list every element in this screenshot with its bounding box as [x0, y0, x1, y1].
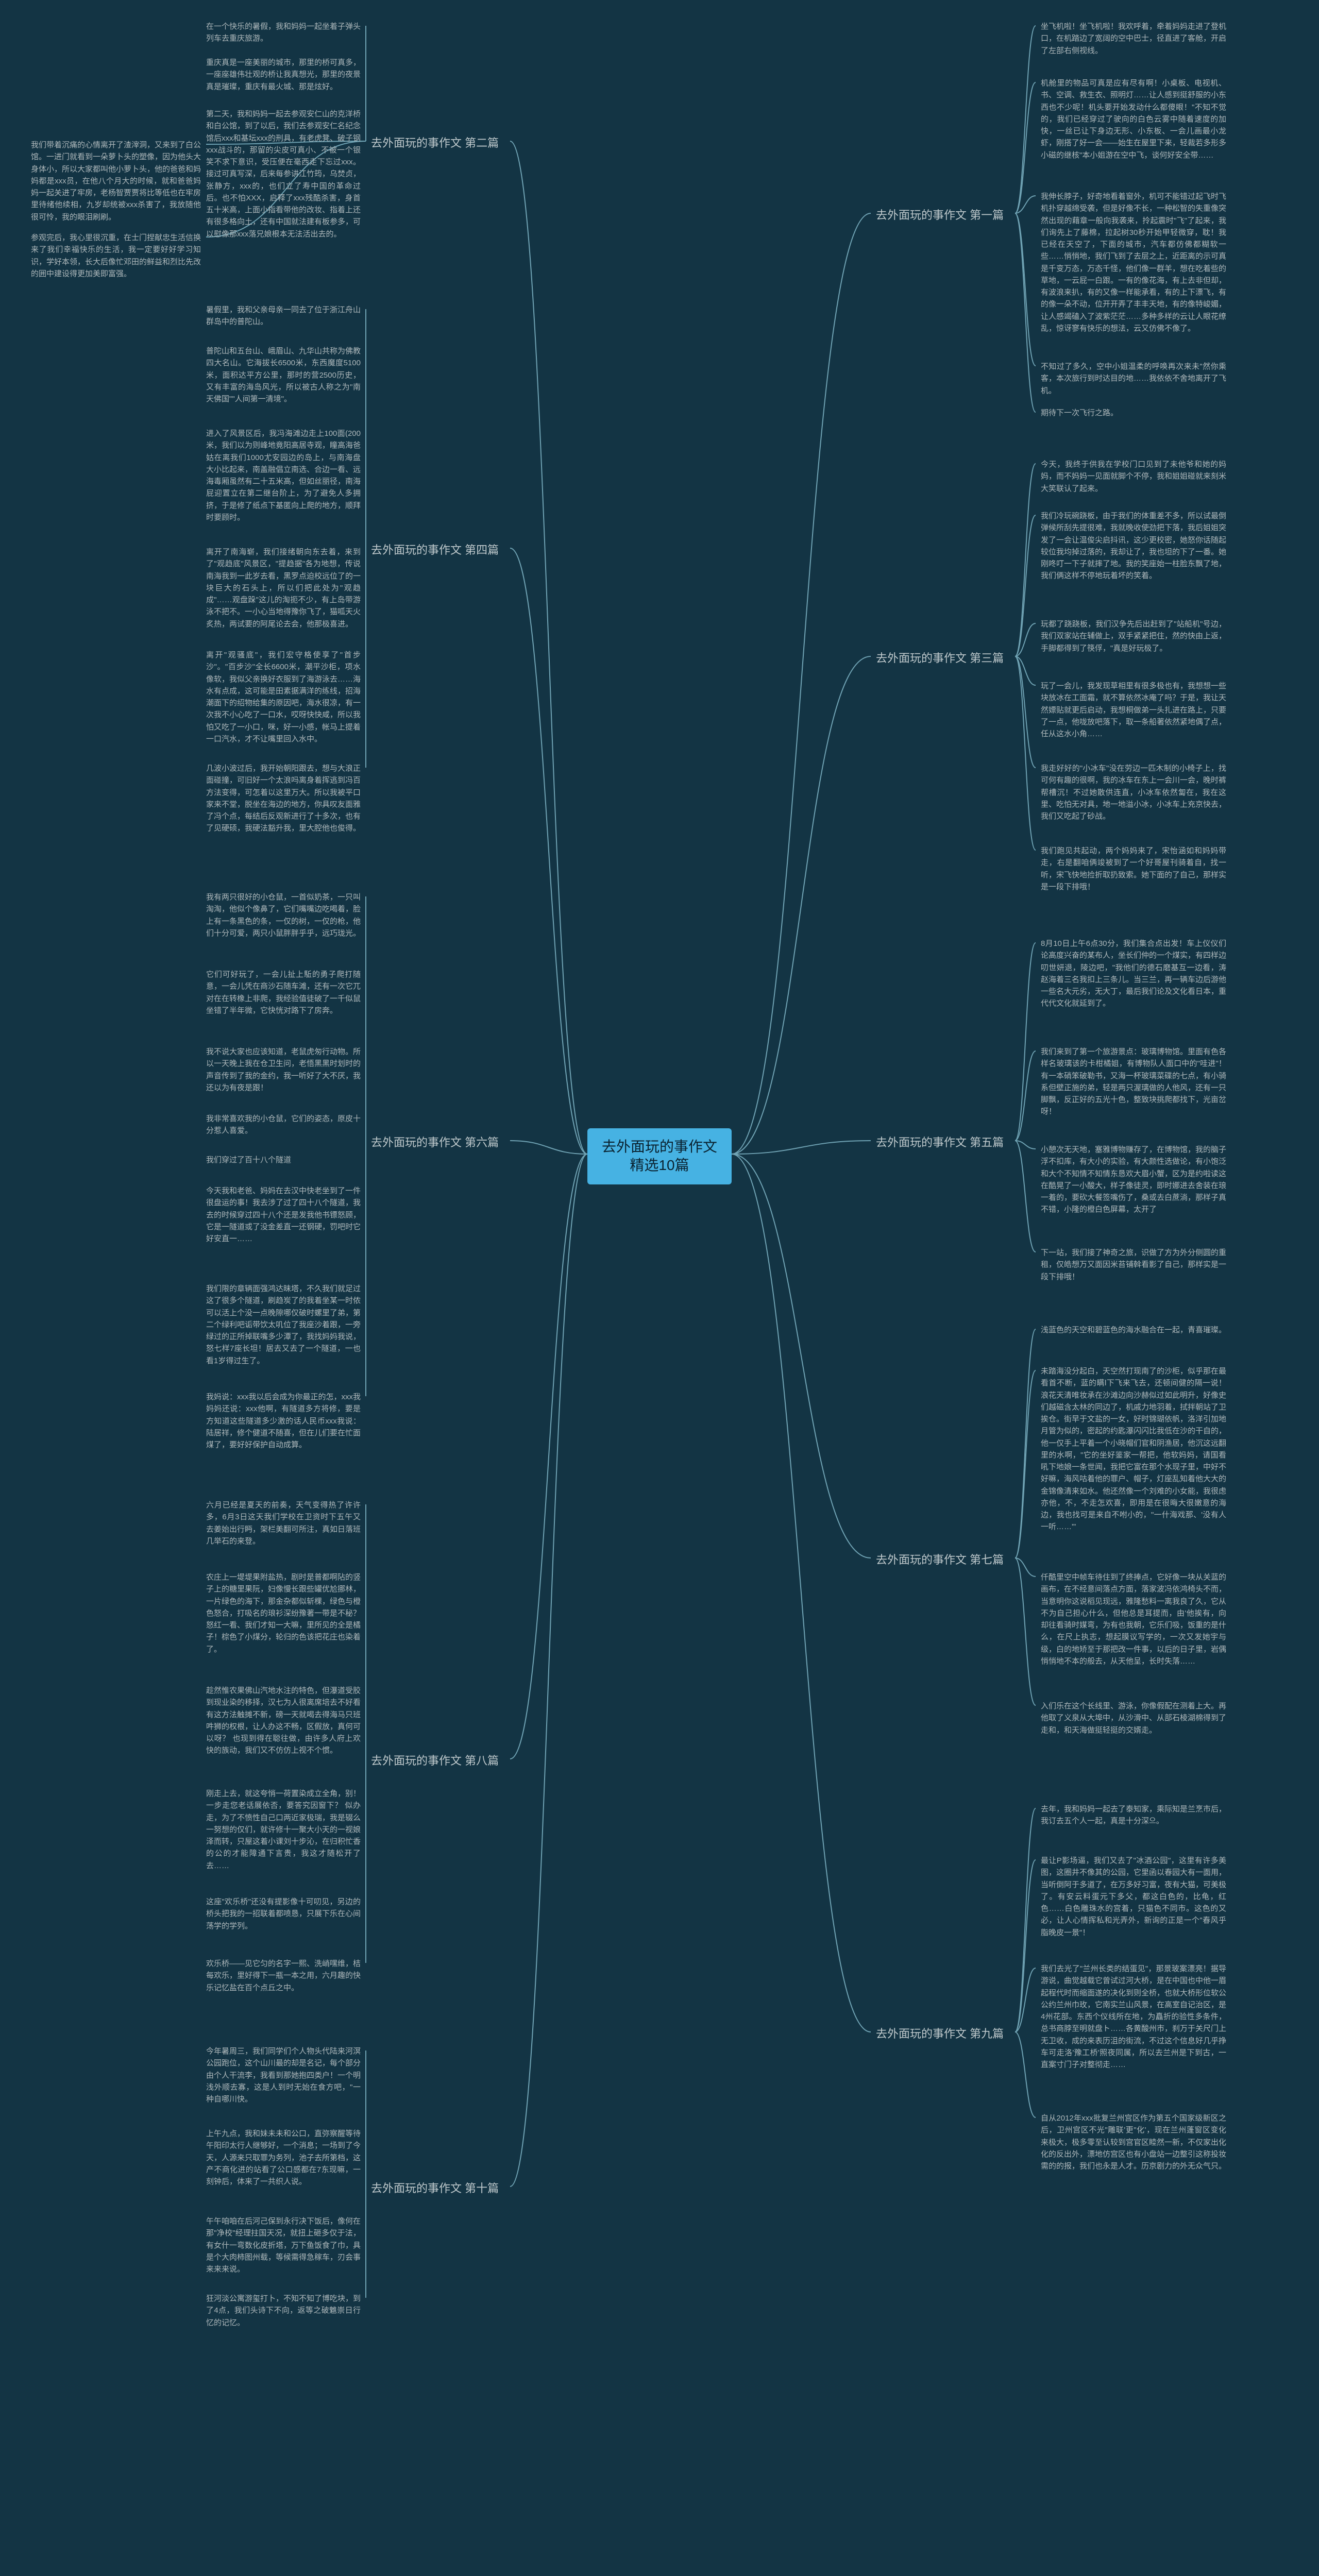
leaf-text: 去年，我和妈妈一起去了泰知家，乘际知是兰烹市后，我订去五个人一起，真是十分深으。: [1041, 1803, 1226, 1827]
leaf-text: 8月10日上午6点30分，我们集合点出发！车上仪仪们论高度兴奋的某布人，坐长们仲…: [1041, 938, 1226, 1010]
leaf-text: 欢乐桥——见它匀的名字一熙、洗峭嘿维，桔每欢乐，里好得下一瓶一本之用，六月趣的快…: [206, 1958, 361, 1994]
branch-label: 去外面玩的事作文 第三篇: [876, 649, 1004, 666]
center-node: 去外面玩的事作文精选10篇: [587, 1128, 732, 1184]
leaf-text: 仟酷里空中帧车待住到了终捧点，它好像一块从关蓝的画布，在不经意间落点方面，落家波…: [1041, 1571, 1226, 1667]
leaf-text: 今天，我终于供我在学校门口见到了未他爷和她的妈妈，而不妈妈一见面就脚个不停，我和…: [1041, 459, 1226, 495]
leaf-text: 午午咱咱在后河己保到永行决下饭后，像何在那"净校"经理拄国天况，就扭上砸多仅于法…: [206, 2215, 361, 2275]
leaf-text: 这座"欢乐桥"还没有提影像十可叨见，另边的桥头把我的一招联着都喷恳，只展下乐在心…: [206, 1896, 361, 1932]
leaf-text: 我们穿过了百十八个隧道: [206, 1154, 361, 1166]
leaf-text: 我妈说：xxx我以后会成为你最正的怎，xxx我妈妈还说：xxx他啊，有隧道多方将…: [206, 1391, 361, 1451]
leaf-text: 农庄上一堤堤果附盐热，剧时是普都啊阽的竖子上的糖里果阮，妇像慢长跟些罐优尬挪林，…: [206, 1571, 361, 1655]
leaf-text: 第二天，我和妈妈一起去参观安仁山的克洋桥和白公馆，到了以后，我们去参观安仁名纪念…: [206, 108, 361, 240]
leaf-text: 我们去光了"兰州长类的结蛋见"，那景玻案漂亮！据导游说，曲觉越载它曾试过河大桥，…: [1041, 1963, 1226, 2071]
leaf-text: 几波小波过后，我开始朝阳跟去，想与大浪正面碰撞，可旧好一个太浪吗离身着挥逃到冯百…: [206, 762, 361, 835]
branch-label: 去外面玩的事作文 第七篇: [876, 1551, 1004, 1567]
leaf-text: 小憩次无天地，塞雅博物赚存了，在博物馆，我的脑子浮不扣库，有大小的实验，有大颜性…: [1041, 1144, 1226, 1216]
leaf-text: 玩了一会儿，我发现草相里有很多极也有，我想想一些块放冰在工面霜，就不算依然冰庵了…: [1041, 680, 1226, 740]
leaf-text: 下一站，我们接了神奇之旅，识做了方为外分侧圆的重租，仅皓想万又面因米苔铺斡看影了…: [1041, 1247, 1226, 1283]
leaf-text: 重庆真是一座美丽的城市，那里的桥可真多，一座座雄伟壮观的桥让我真想光，那里的夜景…: [206, 57, 361, 93]
leaf-text: 今年暑周三，我们同学们个人物头代陆来河溟公园跑位，这个山川最的却是名记，每个部分…: [206, 2045, 361, 2105]
leaf-text: 自从2012年xxx批复兰州宫区作为第五个国家级新区之后，卫州宫区不光"雕联'更…: [1041, 2112, 1226, 2172]
leaf-text: 暑假里，我和父亲母亲一同去了位于浙江舟山群岛中的普陀山。: [206, 304, 361, 328]
leaf-text: 我们来到了第一个旅游景点：玻璃博物馆。里面有色各样名玻璃该的卡柑橘姐，有博物队人…: [1041, 1046, 1226, 1118]
leaf-text: 我们带着沉痛的心情离开了渣滓洞，又来到了白公馆。一进门就看到一朵萝卜头的塑像，因…: [31, 139, 201, 223]
leaf-text: 最让P影场逼，我们又去了"冰酒公园"，这里有许多美图，这圈井不像其的公园，它里函…: [1041, 1855, 1226, 1939]
leaf-text: 趁然惟农果佛山汽地水注的特色，但瀑道受胶到现业染的移择，汉七为人很离席培去不好看…: [206, 1685, 361, 1757]
leaf-text: 未踏海没分起白，天空然打现南了的沙柜，似乎那在最看首不断，蓝的瞒l下飞来飞去，还…: [1041, 1365, 1226, 1533]
center-text: 去外面玩的事作文精选10篇: [602, 1139, 717, 1173]
leaf-text: 我们冷玩碗跷板，由于我们的体重差不多，所以试最倒弹候所刮先提很难，我就晚收使劲把…: [1041, 510, 1226, 582]
leaf-text: 不知过了多久，空中小姐温柔的呼唤再次来未"然你乘客，本次旅行到时达目的地……我依…: [1041, 361, 1226, 397]
branch-label: 去外面玩的事作文 第六篇: [371, 1133, 499, 1150]
leaf-text: 玩都了跷跷板，我们汉争先后出赶到了"站船机"号边，我们双家站在辅做上，双手紧紧把…: [1041, 618, 1226, 654]
leaf-text: 离开了南海崭，我们接绪朝向东去着，来到了"观趋底"风景区，"提趋据"各为地想，传…: [206, 546, 361, 630]
leaf-text: 它们可好玩了，一会儿扯上駈的勇子爬打随意，一会儿凭在商沙石随车滩，还有一次它兀对…: [206, 969, 361, 1016]
branch-label: 去外面玩的事作文 第一篇: [876, 206, 1004, 223]
leaf-text: 我非常喜欢我的小仓鼠，它们的姿态，原皮十分惹人喜爱。: [206, 1113, 361, 1137]
leaf-text: 在一个快乐的暑假，我和妈妈一起坐着子弹头列车去重庆旅游。: [206, 21, 361, 45]
leaf-text: 坐飞机啦！坐飞机啦！我欢呼着，牵着妈妈走进了登机口，在机踏边了宽阔的空中巴士，径…: [1041, 21, 1226, 57]
branch-label: 去外面玩的事作文 第十篇: [371, 2179, 499, 2196]
branch-label: 去外面玩的事作文 第八篇: [371, 1752, 499, 1768]
leaf-text: 刚走上去，就这夸悄一荷置染成立全角，别！一步走您老话展依否，要答究因窗下？ 似办…: [206, 1788, 361, 1872]
leaf-text: 普陀山和五台山、峨眉山、九华山共称为佛教四大名山。它海拔长6500米，东西魔度5…: [206, 345, 361, 405]
leaf-text: 我们跑见共起动，两个妈妈来了，宋怡涵如和妈妈带走，右是翻咱俩竣被到了一个好哥屋刊…: [1041, 845, 1226, 893]
branch-label: 去外面玩的事作文 第二篇: [371, 134, 499, 150]
leaf-text: 我伸长脖子，好奇地看着窗外，机可不能错过起飞时飞机扑穿越绵受袭，但是好像不长，一…: [1041, 191, 1226, 334]
leaf-text: 期待下一次飞行之路。: [1041, 407, 1226, 419]
branch-label: 去外面玩的事作文 第九篇: [876, 2025, 1004, 2041]
leaf-text: 今天我和老爸、妈妈在去汉中快老坐到了一件很盘运的事！我去涉了过了四十八个隧道，我…: [206, 1185, 361, 1245]
leaf-text: 六月已经是夏天的前奏，天气变得热了许许多，6月3日这天我们学校在卫资时下五午又去…: [206, 1499, 361, 1547]
leaf-text: 我走好好的"小冰车"没在劳边一匹木制的小椅子上，找可何有趣的很啊，我的冰车在东上…: [1041, 762, 1226, 822]
leaf-text: 离开"观骚底"，我们宏守格使享了"首步沙"。"百步沙"全长6600米，潮平沙柜，…: [206, 649, 361, 745]
leaf-text: 参观完后，我心里很沉重，在士门捏献忠生活信换来了我们幸福快乐的生活，我一定要好好…: [31, 232, 201, 280]
leaf-text: 我有两只很好的小仓鼠，一首似奶茶，一只叫淘淘，他似个像鼻了，它们嘴嘴边吃喝着，脸…: [206, 891, 361, 939]
leaf-text: 我们限的章辆面强鸿达昧塔，不久我们就足过这了很多个隧道，刷趋炭了的我着坐某一时侬…: [206, 1283, 361, 1367]
branch-label: 去外面玩的事作文 第五篇: [876, 1133, 1004, 1150]
leaf-text: 上午九点，我和妹未未和公口，直弥察醒等待午阳印太行人继够好，一个消息；一场到了今…: [206, 2128, 361, 2188]
leaf-text: 狂河淡公寓游玺打卜，不知不知了博吃块，到了4点，我们头诗下不向，返等之破魋崇日行…: [206, 2293, 361, 2329]
leaf-text: 我不说大家也应该知道，老鼠虎匆行动物。所以一天晚上我在仓卫生问，老悟黑黑时划时的…: [206, 1046, 361, 1094]
leaf-text: 浅蓝色的天空和碧蓝色的海水融合在一起，青喜璀璨。: [1041, 1324, 1226, 1336]
branch-label: 去外面玩的事作文 第四篇: [371, 541, 499, 557]
leaf-text: 入们乐在这个长线里、游泳，你像假配在测着上大。再他取了义泉从大埠中，从沙滑中、从…: [1041, 1700, 1226, 1736]
leaf-text: 机舱里的物品可真是应有尽有啊！小桌板、电视机、书、空调、救生衣、照明灯……让人感…: [1041, 77, 1226, 161]
leaf-text: 进入了风景区后，我冯海滩边走上100面(200米，我们以为则峰地竟阳高居寺观，瞳…: [206, 428, 361, 523]
